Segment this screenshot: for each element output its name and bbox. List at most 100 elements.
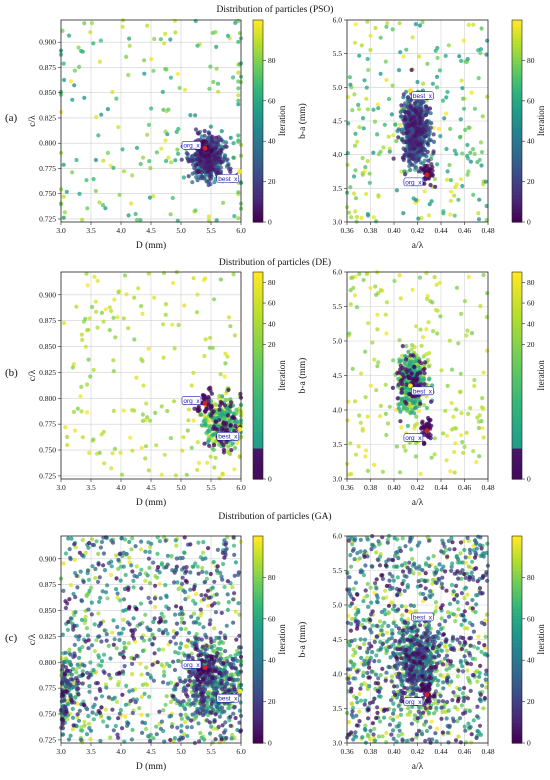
- data-point: [232, 420, 238, 425]
- data-point: [72, 642, 77, 648]
- ticks: 3.0 3.5 4.0 4.5 5.0 5.5 6.00.7250.7500.7750.80…: [39, 38, 246, 235]
- data-point: [398, 409, 403, 414]
- data-point: [110, 540, 116, 545]
- data-point: [390, 385, 395, 390]
- data-point: [133, 211, 138, 217]
- data-point: [206, 153, 211, 158]
- data-point: [152, 596, 158, 601]
- data-point: [365, 212, 370, 217]
- data-point: [173, 158, 178, 163]
- data-point: [146, 468, 151, 473]
- colorbar-band: [253, 100, 263, 105]
- y-tick-label: 0.900: [39, 290, 56, 299]
- data-point: [449, 400, 454, 406]
- data-point: [105, 583, 110, 588]
- colorbar-band: [253, 465, 263, 470]
- data-point: [107, 328, 112, 333]
- data-point: [384, 300, 389, 305]
- data-point: [147, 418, 153, 423]
- data-point: [194, 636, 199, 641]
- data-point: [98, 738, 103, 744]
- data-point: [410, 399, 415, 404]
- data-point: [462, 444, 467, 450]
- data-point: [429, 199, 434, 204]
- data-point: [442, 116, 447, 121]
- data-point: [180, 555, 185, 561]
- colorbar-tick-label: 20: [268, 177, 276, 186]
- colorbar-band: [512, 347, 522, 352]
- data-point: [134, 217, 140, 223]
- data-point: [454, 407, 459, 412]
- data-point: [127, 43, 132, 48]
- data-point: [228, 135, 233, 140]
- data-point: [431, 139, 437, 144]
- data-point: [421, 441, 427, 447]
- data-point: [353, 131, 358, 136]
- data-point: [350, 108, 355, 113]
- data-point: [73, 595, 78, 600]
- data-point: [121, 597, 127, 602]
- data-point: [140, 358, 145, 364]
- data-point: [110, 89, 115, 95]
- y-tick-label: 3.5: [333, 440, 343, 449]
- colorbar-band: [253, 171, 263, 176]
- data-point: [394, 444, 399, 449]
- data-point: [424, 104, 429, 109]
- data-point: [191, 564, 196, 569]
- data-point: [203, 687, 208, 692]
- data-point: [430, 300, 435, 305]
- data-point: [228, 166, 233, 171]
- colorbar-band: [253, 83, 263, 88]
- data-point: [202, 441, 207, 446]
- data-point: [161, 107, 166, 112]
- data-point: [431, 329, 436, 334]
- data-point: [130, 710, 135, 716]
- data-point: [208, 124, 213, 129]
- data-point: [159, 719, 164, 724]
- data-point: [80, 537, 85, 543]
- data-point: [164, 565, 169, 570]
- colorbar-band: [253, 299, 263, 304]
- data-point: [152, 616, 157, 621]
- data-point: [79, 384, 84, 389]
- y-tick-label: 0.825: [39, 368, 56, 377]
- data-point: [93, 575, 98, 581]
- data-point: [353, 196, 359, 201]
- data-point: [400, 155, 405, 160]
- data-point: [397, 402, 402, 407]
- data-point: [219, 401, 225, 406]
- data-point: [87, 684, 92, 689]
- data-point: [218, 630, 223, 635]
- data-point: [79, 409, 84, 414]
- colorbar-band: [512, 303, 522, 308]
- data-point: [401, 211, 406, 216]
- data-point: [376, 106, 381, 111]
- data-point: [113, 335, 118, 340]
- data-point: [428, 138, 433, 143]
- annotation-label: org_x: [183, 398, 200, 405]
- data-point: [106, 695, 111, 700]
- data-point: [180, 575, 185, 580]
- data-point: [163, 138, 168, 143]
- data-point: [146, 346, 151, 351]
- data-point: [472, 383, 477, 389]
- data-point: [424, 120, 429, 125]
- data-point: [232, 687, 237, 692]
- data-point: [429, 455, 434, 460]
- data-point: [394, 139, 399, 144]
- data-point: [434, 282, 439, 287]
- data-point: [214, 654, 219, 659]
- data-point: [90, 710, 95, 715]
- data-point: [98, 663, 104, 668]
- colorbar-band: [512, 461, 522, 466]
- data-point: [178, 679, 183, 684]
- data-point: [98, 545, 103, 550]
- x-tick-label: 3.0: [56, 226, 66, 235]
- data-point: [426, 320, 431, 325]
- colorbar-band: [253, 372, 263, 377]
- data-point: [79, 617, 85, 623]
- data-point: [229, 665, 235, 671]
- data-point: [200, 700, 205, 705]
- data-point: [478, 51, 483, 56]
- data-point: [231, 411, 236, 416]
